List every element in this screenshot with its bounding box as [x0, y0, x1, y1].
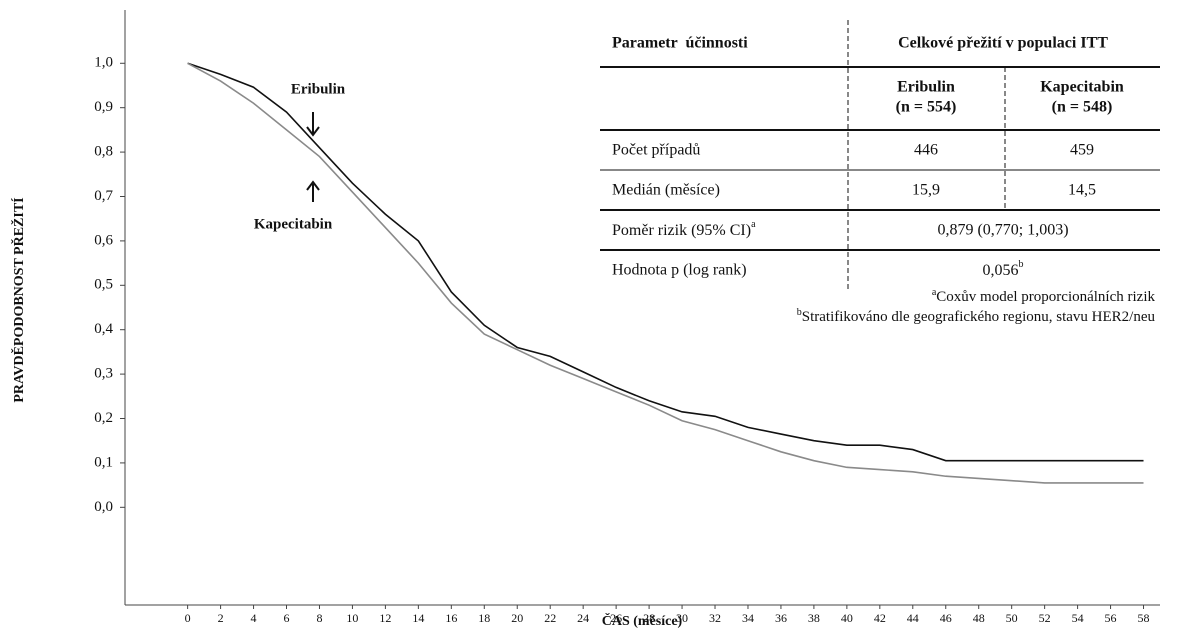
table-subheader: (n = 554)	[896, 99, 957, 116]
survival-line	[187, 62, 1144, 462]
arrow	[306, 180, 320, 202]
y-tick-label: 0,3	[94, 366, 113, 382]
table-header: Celkové přežití v populaci ITT	[898, 35, 1108, 52]
table-header: Parametr účinnosti	[612, 35, 748, 52]
table-cell: 14,5	[1068, 182, 1096, 199]
arrow	[306, 112, 320, 137]
footnote: aCoxův model proporcionálních rizik	[932, 287, 1156, 305]
x-tick-label: 52	[1039, 611, 1051, 625]
annotation: Kapecitabin	[254, 216, 333, 232]
x-tick-label: 8	[316, 611, 322, 625]
x-tick-label: 42	[874, 611, 886, 625]
table-cell: 15,9	[912, 182, 940, 199]
x-tick-label: 38	[808, 611, 820, 625]
table-cell: 0,056b	[983, 259, 1024, 278]
table-cell-text: 0,056	[983, 262, 1019, 279]
x-tick-label: 12	[379, 611, 391, 625]
x-axis-label: ČAS (měsíce)	[602, 612, 683, 629]
y-tick-label: 0,4	[94, 321, 113, 337]
x-tick-label: 46	[940, 611, 952, 625]
x-tick-label: 10	[346, 611, 358, 625]
y-tick-label: 1,0	[94, 55, 113, 71]
y-tick-label: 0,6	[94, 232, 113, 248]
x-tick-label: 14	[412, 611, 424, 625]
x-tick-label: 36	[775, 611, 787, 625]
x-tick-label: 4	[251, 611, 257, 625]
table-subheader: Kapecitabin	[1040, 79, 1124, 96]
table-cell: 0,879 (0,770; 1,003)	[937, 222, 1068, 239]
survival-line	[187, 62, 1144, 484]
x-tick-label: 34	[742, 611, 754, 625]
x-tick-label: 2	[218, 611, 224, 625]
y-axis-label: PRAVDĚPODOBNOST PŘEŽITÍ	[10, 197, 27, 402]
table-subheader: Eribulin	[897, 79, 955, 96]
footnote-mark: b	[1019, 259, 1024, 270]
y-tick-label: 0,9	[94, 99, 113, 115]
x-tick-label: 40	[841, 611, 853, 625]
annotation: Eribulin	[291, 81, 346, 97]
y-tick-label: 0,1	[94, 454, 113, 470]
x-tick-label: 30	[676, 611, 688, 625]
table-subheader: (n = 548)	[1052, 99, 1113, 116]
x-tick-label: 48	[973, 611, 985, 625]
y-tick-label: 0,2	[94, 410, 113, 426]
table-cell: Medián (měsíce)	[612, 182, 720, 199]
x-tick-label: 24	[577, 611, 589, 625]
x-tick-label: 28	[643, 611, 655, 625]
y-tick-label: 0,0	[94, 499, 113, 515]
footnote-text: Coxův model proporcionálních rizik	[936, 289, 1155, 305]
x-tick-label: 16	[445, 611, 457, 625]
footnote-mark: a	[751, 219, 756, 230]
x-tick-label: 22	[544, 611, 556, 625]
table: Parametr účinnosti Celkové přežití v pop…	[600, 20, 1160, 325]
x-tick-label: 26	[610, 611, 622, 625]
x-tick-label: 54	[1072, 611, 1084, 625]
x-tick-label: 56	[1105, 611, 1117, 625]
x-tick-label: 20	[511, 611, 523, 625]
plot-area: 0,00,10,20,30,40,50,60,70,80,91,00 2 4 6 8 10…	[94, 55, 1149, 625]
x-tick-label: 18	[478, 611, 490, 625]
x-tick-label: 0	[185, 611, 191, 625]
x-tick-label: 6	[284, 611, 290, 625]
table-cell: Poměr rizik (95% CI)a	[612, 219, 756, 238]
table-cell-text: Poměr rizik (95% CI)	[612, 222, 751, 239]
x-tick-label: 44	[907, 611, 919, 625]
y-tick-label: 0,5	[94, 277, 113, 293]
table-cell: Počet případů	[612, 142, 700, 159]
x-tick-label: 58	[1138, 611, 1150, 625]
table-cell: 459	[1070, 142, 1094, 159]
footnote-mark: a	[932, 287, 937, 298]
table-cell: 446	[914, 142, 938, 159]
footnote-text: Stratifikováno dle geografického regionu…	[802, 309, 1156, 325]
x-tick-label: 32	[709, 611, 721, 625]
footnote: bStratifikováno dle geografického region…	[797, 307, 1156, 325]
y-tick-label: 0,8	[94, 144, 113, 160]
footnote-mark: b	[797, 307, 802, 318]
table-cell: Hodnota p (log rank)	[612, 262, 747, 279]
y-tick-label: 0,7	[94, 188, 113, 204]
x-tick-label: 50	[1006, 611, 1018, 625]
